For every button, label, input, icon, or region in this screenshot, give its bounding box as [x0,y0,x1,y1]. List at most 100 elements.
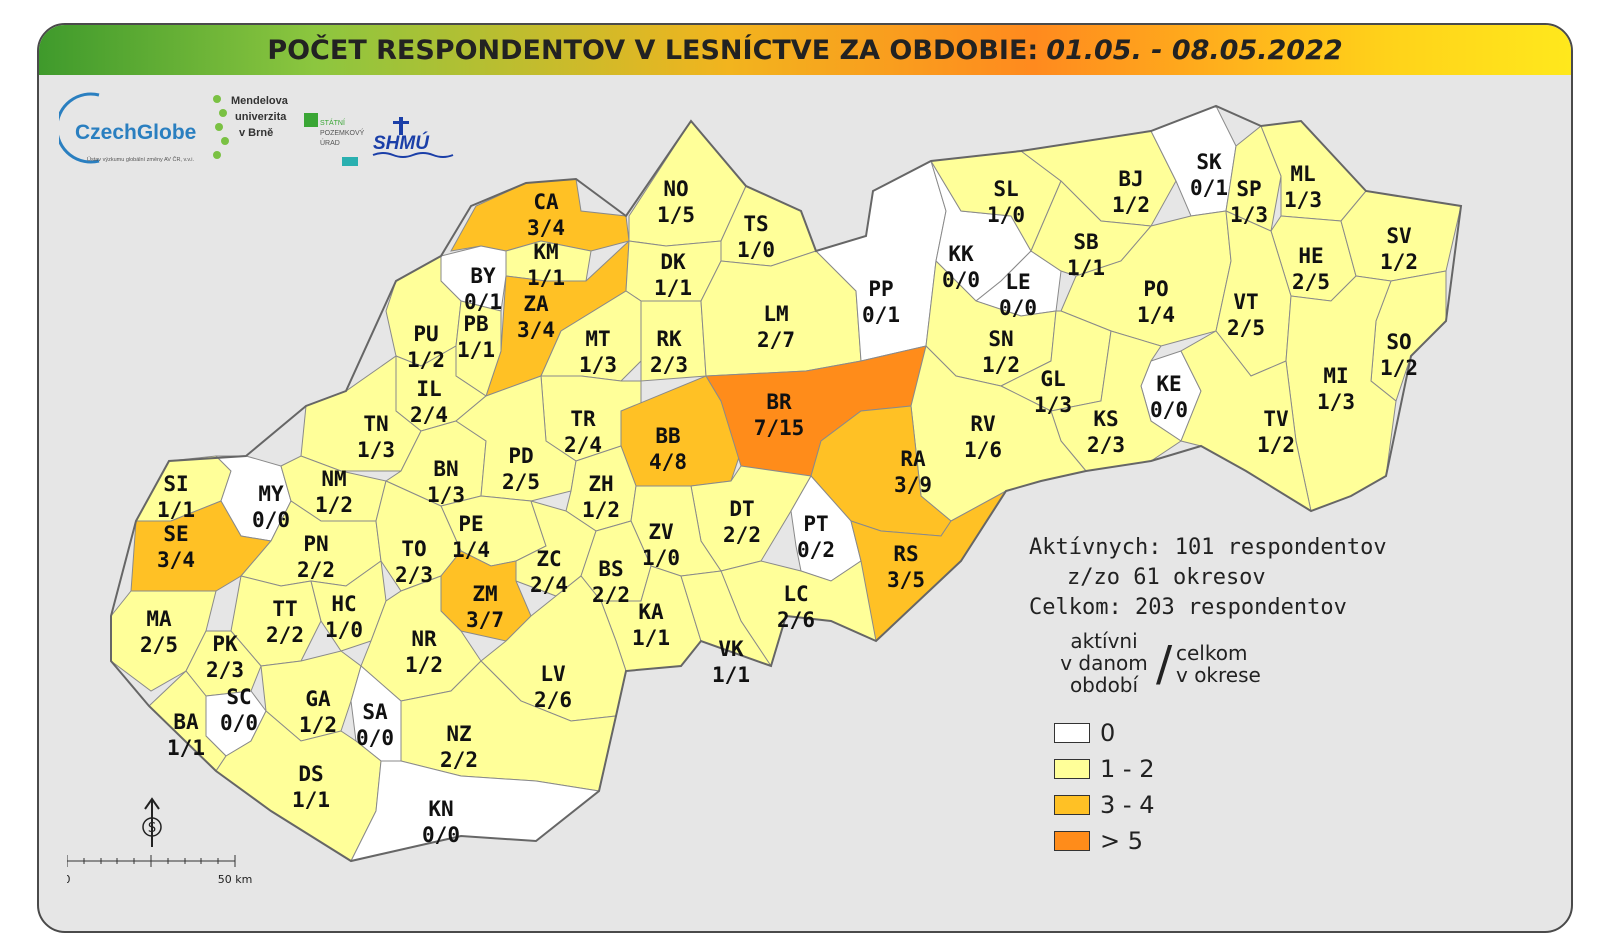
district-value-gl: 1/3 [1034,393,1072,417]
district-code-ma: MA [146,607,172,631]
district-code-sp: SP [1236,177,1261,201]
district-value-tv: 1/2 [1257,433,1295,457]
district-code-ga: GA [305,687,331,711]
district-code-by: BY [470,264,496,288]
mendel-logo: Mendelova univerzita v Brně [211,93,291,163]
district-value-tn: 1/3 [357,438,395,462]
legend-swatch [1054,795,1090,815]
district-code-rv: RV [970,412,996,436]
district-code-si: SI [163,472,188,496]
district-value-ba: 1/1 [167,736,205,760]
district-value-mi: 1/3 [1317,390,1355,414]
legend: aktívni v danom období / celkom v okrese… [1054,630,1354,859]
spu-logo: STÁTNÍ POZEMKOVÝ ÚRAD [304,113,365,168]
district-value-dt: 2/2 [723,523,761,547]
stats-districts: z/zo 61 okresov [1067,565,1266,590]
district-code-vt: VT [1233,290,1258,314]
district-code-lv: LV [540,662,566,686]
district-code-tv: TV [1263,407,1289,431]
map-frame: POČET RESPONDENTOV V LESNÍCTVE ZA OBDOBI… [37,23,1573,933]
district-value-lv: 2/6 [534,688,572,712]
district-code-nm: NM [321,467,346,491]
district-value-pu: 1/2 [407,348,445,372]
district-value-ks: 2/3 [1087,433,1125,457]
district-code-bb: BB [655,424,680,448]
district-code-sb: SB [1073,230,1098,254]
district-value-pn: 2/2 [297,558,335,582]
stats-panel: Aktívnych: 101 respondentov z/zo 61 okre… [1029,533,1399,623]
district-value-le: 0/0 [999,296,1037,320]
district-value-il: 2/4 [410,403,448,427]
scale-zero: 0 [67,873,71,886]
legend-item-mid: 3 - 4 [1054,787,1354,823]
district-code-kk: KK [948,242,974,266]
district-code-pb: PB [463,312,488,336]
district-value-ml: 1/3 [1284,188,1322,212]
district-value-ga: 1/2 [299,713,337,737]
district-value-kk: 0/0 [942,268,980,292]
district-code-dk: DK [660,250,686,274]
district-value-mt: 1/3 [579,353,617,377]
district-code-pe: PE [458,512,483,536]
legend-active-label: aktívni v danom období [1060,629,1148,697]
district-value-sa: 0/0 [356,726,394,750]
map-title: POČET RESPONDENTOV V LESNÍCTVE ZA OBDOBI… [267,34,1039,66]
district-value-km: 1/1 [527,266,565,290]
district-value-ke: 0/0 [1150,398,1188,422]
district-value-vt: 2/5 [1227,316,1265,340]
district-code-br: BR [766,390,792,414]
shmu-logo: SHMÚ [371,115,461,165]
district-value-ka: 1/1 [632,626,670,650]
district-value-sp: 1/3 [1230,203,1268,227]
district-code-ca: CA [533,190,559,214]
district-value-br: 7/15 [754,416,805,440]
district-value-bj: 1/2 [1112,193,1150,217]
district-code-le: LE [1005,270,1030,294]
district-code-ra: RA [900,447,926,471]
district-code-dt: DT [729,497,754,521]
district-code-sn: SN [988,327,1013,351]
legend-swatch [1054,723,1090,743]
district-value-ma: 2/5 [140,633,178,657]
stats-active: Aktívnych: 101 respondentov [1029,535,1387,560]
district-code-sl: SL [993,177,1018,201]
district-code-zc: ZC [536,547,561,571]
svg-text:Mendelova: Mendelova [231,95,289,107]
district-value-tr: 2/4 [564,433,602,457]
district-value-za: 3/4 [517,318,555,342]
district-value-by: 0/1 [464,290,502,314]
district-code-po: PO [1143,277,1168,301]
svg-text:POZEMKOVÝ: POZEMKOVÝ [320,128,364,137]
district-value-zh: 1/2 [582,498,620,522]
district-code-nr: NR [411,627,437,651]
district-code-pk: PK [212,632,238,656]
district-value-lm: 2/7 [757,328,795,352]
district-value-po: 1/4 [1137,303,1175,327]
legend-swatch [1054,831,1090,851]
district-code-kn: KN [428,797,453,821]
district-code-ts: TS [743,212,768,236]
district-value-pb: 1/1 [457,338,495,362]
district-value-zm: 3/7 [466,608,504,632]
district-code-tt: TT [272,597,297,621]
district-code-zh: ZH [588,472,613,496]
district-value-rs: 3/5 [887,568,925,592]
district-code-se: SE [163,522,188,546]
district-value-si: 1/1 [157,498,195,522]
district-code-tr: TR [570,407,596,431]
district-value-vk: 1/1 [712,663,750,687]
district-code-gl: GL [1040,367,1065,391]
logos: CzechGlobe Ústav výzkumu globální změny … [55,87,489,177]
district-value-sb: 1/1 [1067,256,1105,280]
district-code-my: MY [258,482,284,506]
district-code-zv: ZV [648,520,674,544]
district-value-my: 0/0 [252,508,290,532]
district-value-rv: 1/6 [964,438,1002,462]
district-value-bb: 4/8 [649,450,687,474]
district-value-sv: 1/2 [1380,250,1418,274]
district-code-vk: VK [718,637,744,661]
district-code-ba: BA [173,710,199,734]
czechglobe-subtext: Ústav výzkumu globální změny AV ČR, v.v.… [87,156,194,163]
district-value-tt: 2/2 [266,623,304,647]
district-value-ca: 3/4 [527,216,565,240]
